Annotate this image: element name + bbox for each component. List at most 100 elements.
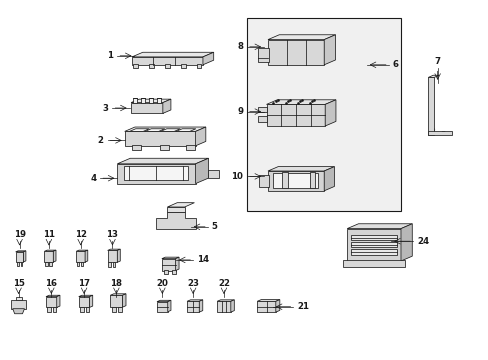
Text: 14: 14 — [197, 256, 209, 264]
Polygon shape — [195, 158, 208, 184]
Polygon shape — [186, 300, 203, 301]
Polygon shape — [44, 251, 53, 262]
Text: 4: 4 — [90, 174, 96, 183]
Bar — [281, 172, 287, 188]
Polygon shape — [110, 295, 122, 307]
Polygon shape — [346, 224, 411, 229]
Bar — [118, 307, 122, 312]
Polygon shape — [122, 294, 126, 307]
Polygon shape — [157, 300, 171, 302]
Text: 23: 23 — [187, 279, 199, 288]
Text: 16: 16 — [45, 279, 57, 288]
Text: 21: 21 — [297, 302, 309, 311]
Polygon shape — [53, 250, 56, 262]
Bar — [49, 262, 52, 266]
Text: 8: 8 — [237, 42, 243, 51]
Polygon shape — [167, 300, 171, 312]
Bar — [272, 173, 318, 188]
Bar — [149, 64, 154, 68]
Polygon shape — [257, 301, 275, 312]
Text: 6: 6 — [392, 60, 398, 69]
Bar — [343, 260, 404, 267]
Polygon shape — [117, 249, 120, 262]
Bar — [259, 175, 268, 187]
Text: 19: 19 — [14, 230, 25, 239]
Polygon shape — [131, 99, 171, 103]
Polygon shape — [16, 252, 23, 262]
Polygon shape — [207, 170, 219, 178]
Polygon shape — [89, 295, 93, 307]
Text: 12: 12 — [75, 230, 86, 239]
Polygon shape — [131, 103, 163, 113]
Bar — [53, 307, 56, 312]
Polygon shape — [346, 229, 400, 261]
Polygon shape — [427, 131, 451, 135]
Polygon shape — [129, 129, 149, 131]
Polygon shape — [175, 257, 179, 271]
Text: 9: 9 — [237, 107, 243, 116]
Polygon shape — [162, 258, 175, 271]
Circle shape — [441, 131, 445, 134]
Polygon shape — [275, 300, 279, 312]
Polygon shape — [176, 129, 196, 131]
Bar — [350, 249, 396, 255]
Polygon shape — [107, 249, 120, 251]
Polygon shape — [324, 167, 334, 191]
Polygon shape — [13, 309, 24, 314]
Bar — [17, 262, 19, 266]
Polygon shape — [79, 297, 89, 307]
Polygon shape — [46, 295, 60, 297]
Polygon shape — [76, 250, 87, 251]
Bar — [257, 116, 267, 122]
Bar — [160, 145, 169, 150]
Polygon shape — [124, 127, 205, 131]
Bar — [111, 307, 115, 312]
Polygon shape — [186, 301, 199, 312]
Polygon shape — [167, 203, 194, 207]
Text: 17: 17 — [78, 279, 90, 288]
Bar — [165, 64, 170, 68]
Bar — [81, 262, 83, 266]
Polygon shape — [124, 131, 195, 146]
Circle shape — [349, 262, 354, 266]
Bar — [45, 262, 48, 266]
Bar — [16, 297, 21, 300]
Bar — [20, 262, 22, 266]
Bar — [124, 166, 187, 180]
Polygon shape — [217, 301, 230, 312]
Bar — [77, 262, 80, 266]
Text: 7: 7 — [434, 57, 440, 66]
Polygon shape — [132, 52, 213, 57]
Polygon shape — [44, 250, 56, 251]
Bar — [185, 145, 194, 150]
Polygon shape — [267, 171, 324, 191]
Polygon shape — [257, 300, 279, 301]
Text: 10: 10 — [231, 172, 243, 181]
Polygon shape — [400, 224, 411, 261]
Polygon shape — [195, 127, 205, 146]
Polygon shape — [267, 40, 324, 65]
Bar — [246, 18, 400, 211]
Text: 22: 22 — [218, 279, 229, 288]
Bar — [80, 307, 83, 312]
Bar — [113, 262, 115, 267]
Polygon shape — [76, 251, 85, 262]
Polygon shape — [145, 129, 164, 131]
Text: 13: 13 — [106, 230, 118, 239]
Polygon shape — [132, 57, 203, 65]
Bar — [133, 98, 137, 103]
Bar — [258, 48, 268, 62]
Text: 15: 15 — [13, 279, 24, 288]
Polygon shape — [16, 251, 26, 252]
Bar — [350, 235, 396, 240]
Polygon shape — [267, 167, 334, 171]
Polygon shape — [85, 250, 87, 262]
Polygon shape — [110, 294, 126, 295]
Circle shape — [429, 128, 434, 132]
Bar — [149, 98, 153, 103]
Polygon shape — [117, 164, 195, 184]
Bar — [172, 270, 176, 274]
Bar — [309, 172, 315, 188]
Polygon shape — [162, 257, 179, 258]
Polygon shape — [23, 251, 26, 262]
